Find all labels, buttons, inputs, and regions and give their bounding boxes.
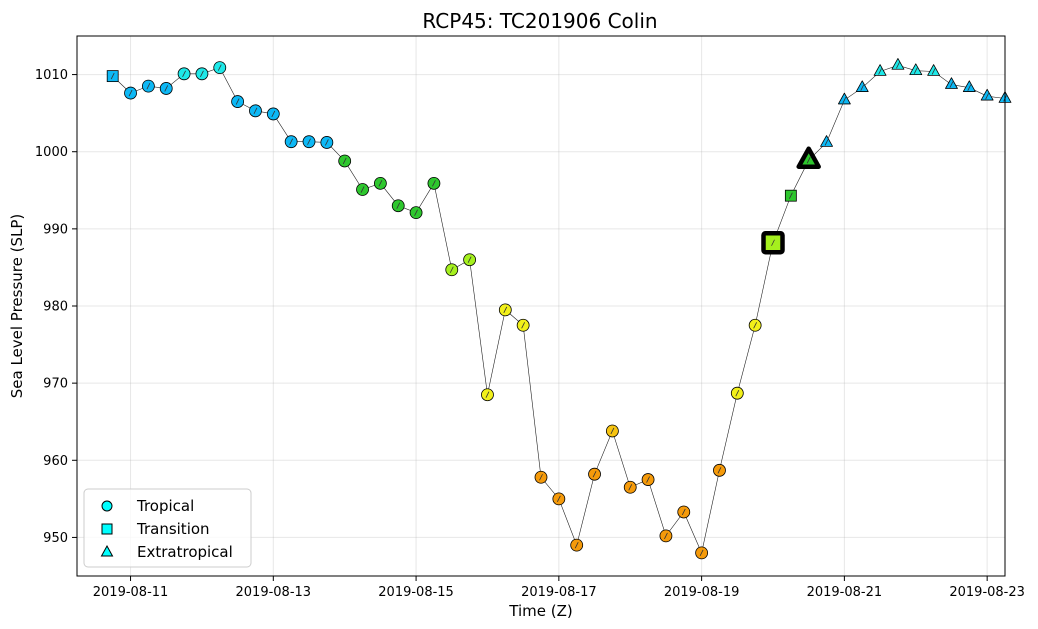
direction-tick: [878, 68, 882, 75]
direction-tick: [271, 110, 276, 118]
x-tick-label: 2019-08-19: [664, 585, 740, 600]
direction-tick: [182, 70, 186, 77]
y-tick-label: 1010: [35, 68, 68, 83]
direction-tick: [949, 81, 954, 88]
direction-tick: [681, 508, 686, 516]
x-tick-label: 2019-08-21: [807, 585, 883, 600]
direction-tick: [414, 209, 418, 216]
direction-tick: [913, 67, 918, 74]
y-tick-label: 980: [43, 300, 68, 315]
direction-tick: [467, 256, 472, 263]
extratropical-point: [873, 64, 887, 76]
x-tick-label: 2019-08-13: [236, 585, 312, 600]
extratropical-point: [927, 64, 941, 76]
extratropical-point: [837, 92, 851, 105]
direction-tick: [128, 89, 133, 97]
direction-tick: [664, 532, 668, 540]
direction-tick: [378, 180, 383, 187]
y-axis-ticks: 950 960 970 980 990 1000 1010: [35, 68, 77, 546]
direction-tick: [628, 484, 633, 491]
legend-circle-marker: [101, 500, 113, 512]
direction-tick: [307, 138, 311, 145]
legend-label-tropical: Tropical: [136, 497, 194, 515]
y-tick-label: 960: [43, 454, 68, 469]
direction-tick: [360, 186, 365, 193]
direction-tick: [110, 72, 115, 80]
direction-tick: [896, 62, 900, 69]
direction-tick: [699, 549, 704, 557]
y-tick-label: 1000: [35, 145, 68, 160]
direction-tick: [824, 139, 829, 146]
gridlines: [77, 36, 1005, 576]
direction-tick: [931, 68, 936, 75]
y-tick-label: 970: [43, 377, 68, 392]
extratropical-point: [796, 146, 821, 169]
legend-label-extratropical: Extratropical: [137, 543, 233, 561]
chart-title: RCP45: TC201906 Colin: [422, 9, 657, 33]
extratropical-point: [855, 80, 869, 92]
direction-tick: [842, 96, 847, 104]
legend: Tropical Transition Extratropical: [83, 488, 252, 568]
direction-tick: [449, 266, 454, 273]
direction-tick: [610, 427, 615, 435]
direction-tick: [503, 306, 508, 314]
legend-triangle-marker: [100, 544, 114, 557]
direction-tick: [485, 391, 490, 398]
direction-tick: [985, 92, 990, 100]
direction-tick: [753, 322, 758, 329]
direction-tick: [235, 98, 240, 105]
extratropical-point: [945, 77, 958, 89]
direction-tick: [574, 541, 579, 549]
direction-tick: [289, 138, 294, 145]
legend-frame: [83, 488, 252, 568]
direction-tick: [967, 84, 972, 91]
x-axis-label: Time (Z): [508, 602, 572, 620]
data-points: [106, 58, 1012, 560]
extratropical-point: [980, 88, 994, 101]
direction-tick: [342, 157, 347, 165]
direction-tick: [735, 389, 740, 397]
y-tick-label: 950: [43, 531, 68, 546]
y-axis-label: Sea Level Pressure (SLP): [8, 214, 26, 399]
direction-tick: [200, 70, 204, 77]
direction-tick: [539, 474, 543, 481]
direction-tick: [806, 157, 811, 164]
direction-tick: [717, 467, 722, 474]
extratropical-point: [820, 135, 833, 147]
legend-label-transition: Transition: [136, 520, 210, 538]
direction-tick: [592, 470, 597, 478]
direction-tick: [164, 85, 169, 92]
extratropical-point: [891, 58, 905, 70]
y-tick-label: 990: [43, 222, 68, 237]
direction-tick: [521, 322, 526, 329]
direction-tick: [556, 495, 561, 503]
direction-tick: [646, 476, 650, 483]
direction-tick: [396, 202, 401, 209]
direction-tick: [324, 139, 329, 146]
direction-tick: [771, 239, 775, 246]
x-tick-label: 2019-08-11: [93, 585, 169, 600]
x-tick-label: 2019-08-23: [949, 585, 1025, 600]
x-tick-label: 2019-08-17: [521, 585, 597, 600]
direction-tick: [788, 192, 793, 199]
direction-tick: [432, 180, 436, 187]
x-axis-ticks: 2019-08-11 2019-08-13 2019-08-15 2019-08-17…: [93, 576, 1025, 600]
direction-tick: [253, 107, 258, 115]
x-tick-label: 2019-08-15: [378, 585, 454, 600]
direction-tick: [860, 84, 865, 91]
extratropical-point: [909, 63, 923, 76]
direction-tick: [217, 64, 222, 71]
legend-square-marker: [101, 523, 113, 535]
direction-tick: [146, 82, 151, 90]
extratropical-point: [962, 80, 976, 92]
